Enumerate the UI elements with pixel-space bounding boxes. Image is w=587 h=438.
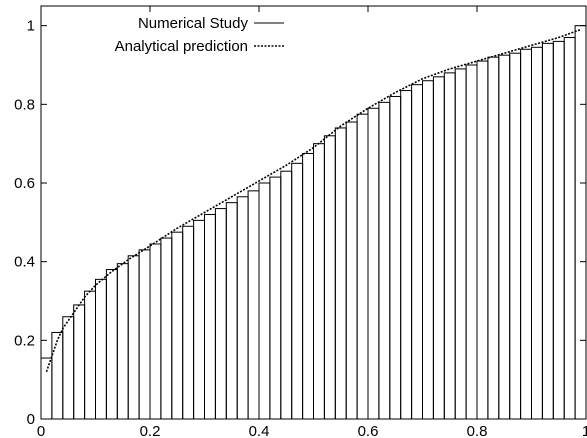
histogram-bar [302,153,315,420]
x-tick-label: 0.6 [358,423,379,438]
histogram-bars [40,25,587,420]
histogram-bar [541,42,554,420]
legend-label-numerical-study: Numerical Study [138,15,249,32]
histogram-bar [378,101,391,420]
legend-label-analytical-prediction: Analytical prediction [115,38,248,55]
histogram-bar [160,237,173,420]
legend: Numerical Study Analytical prediction [115,15,284,55]
histogram-bar [367,107,380,420]
histogram-bar [171,231,184,420]
histogram-bar [247,190,260,420]
histogram-bar [280,170,293,420]
histogram-bar [258,182,271,420]
histogram-bar [487,56,500,420]
histogram-bar [531,46,543,420]
histogram-bar [563,36,576,420]
histogram-bar [225,202,238,420]
histogram-bar [182,225,195,420]
histogram-bar [116,263,129,420]
histogram-bar [127,255,140,420]
histogram-bar [400,90,413,420]
axes-ticks: 0 0.2 0.4 0.6 0.8 1 0 0.2 0.4 0.6 0.8 1 [14,6,587,438]
plot-frame [40,5,587,420]
histogram-bar [40,357,53,420]
histogram-bar [291,162,304,420]
histogram-bar [476,60,489,420]
histogram-bar [454,68,467,420]
x-tick-label: 0.2 [140,423,161,438]
histogram-bar [323,135,336,420]
histogram-bar [465,64,478,420]
histogram-bar [334,127,347,420]
y-tick-label: 0.2 [14,332,35,349]
y-tick-label: 0 [27,411,35,428]
analytical-curve-layer [45,28,581,373]
histogram-bar [149,243,162,420]
histogram-bar [574,25,587,420]
analytical-prediction-line [45,28,581,373]
histogram-bar [105,269,118,420]
histogram-bar [269,176,282,420]
histogram-bar [356,113,369,420]
histogram-bar [236,196,249,420]
histogram-bar [432,76,445,420]
histogram-bar [51,331,64,420]
x-tick-label: 1 [582,423,587,438]
histogram-bar [509,52,522,420]
x-tick-label: 0.4 [249,423,270,438]
histogram-bar [520,48,532,420]
histogram-bar [313,143,325,420]
histogram-bar [411,84,424,420]
histogram-bar [193,219,206,420]
histogram-bar [138,249,151,420]
histogram-bar [552,40,565,420]
histogram-bar [443,72,456,420]
histogram-bar [73,304,86,420]
y-tick-label: 0.6 [14,175,35,192]
histogram-bar [389,95,402,420]
histogram-bar [204,213,216,420]
histogram-bar [62,316,75,420]
histogram-bar [345,121,358,420]
x-tick-label: 0 [37,423,45,438]
histogram-bar [498,54,511,420]
histogram-bar [95,278,107,420]
histogram-bar [214,208,227,420]
y-tick-label: 0.8 [14,96,35,113]
y-tick-label: 0.4 [14,254,35,271]
histogram-bar [422,80,434,420]
histogram-bar [84,290,96,420]
y-tick-label: 1 [27,18,35,35]
x-tick-label: 0.8 [467,423,488,438]
